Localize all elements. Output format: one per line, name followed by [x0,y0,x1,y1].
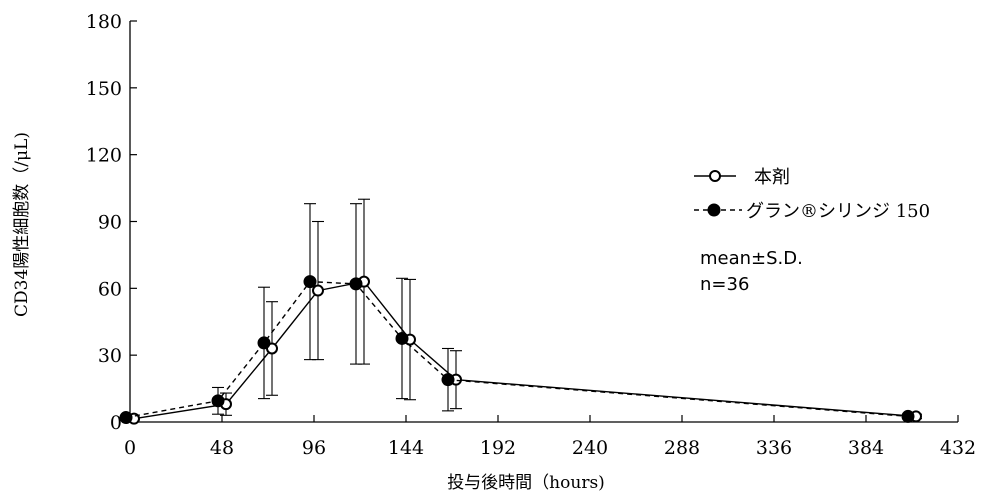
y-tick-label: 60 [98,278,122,300]
legend: 本剤 グラン®シリンジ 150 [694,167,930,222]
legend-label-series-2: グラン®シリンジ 150 [746,201,930,222]
annotation-block: mean±S.D. n=36 [700,248,803,295]
data-point [303,275,317,289]
x-tick-label: 192 [480,437,516,459]
y-axis-title: CD34陽性細胞数（/μL) [12,132,32,317]
y-ticks: 0 30 60 90 120 150 180 [86,11,137,434]
data-point [312,284,324,297]
x-tick-label: 384 [848,437,884,459]
x-tick-label: 432 [940,437,976,459]
series-layer [119,198,922,425]
x-ticks: 0 48 96 144 192 240 288 336 384 432 [124,415,976,459]
data-point [441,373,455,387]
legend-item-series-1: 本剤 [694,167,790,188]
data-point [211,394,225,408]
x-axis-title: 投与後時間（hours) [447,473,605,493]
x-tick-label: 0 [124,437,136,459]
legend-item-series-2: グラン®シリンジ 150 [694,201,930,222]
y-tick-label: 180 [86,11,122,33]
annotation-mean-sd: mean±S.D. [700,248,803,269]
data-point [257,336,271,350]
y-tick-label: 90 [98,212,122,234]
y-tick-label: 120 [86,145,122,167]
x-tick-label: 240 [572,437,608,459]
series-line [133,280,917,420]
series-2 [119,203,915,425]
data-point [349,277,363,291]
series-line [125,280,909,419]
data-point [119,411,133,425]
data-point [901,409,915,423]
y-tick-label: 30 [98,345,122,367]
x-tick-label: 96 [302,437,326,459]
legend-label-series-1: 本剤 [754,167,790,188]
data-point [395,331,409,345]
x-tick-label: 288 [664,437,700,459]
series-1 [128,198,922,425]
annotation-n: n=36 [700,274,749,295]
x-tick-label: 144 [388,437,424,459]
x-tick-label: 48 [210,437,234,459]
y-tick-label: 150 [86,78,122,100]
x-tick-label: 336 [756,437,792,459]
y-tick-label: 0 [110,412,122,434]
